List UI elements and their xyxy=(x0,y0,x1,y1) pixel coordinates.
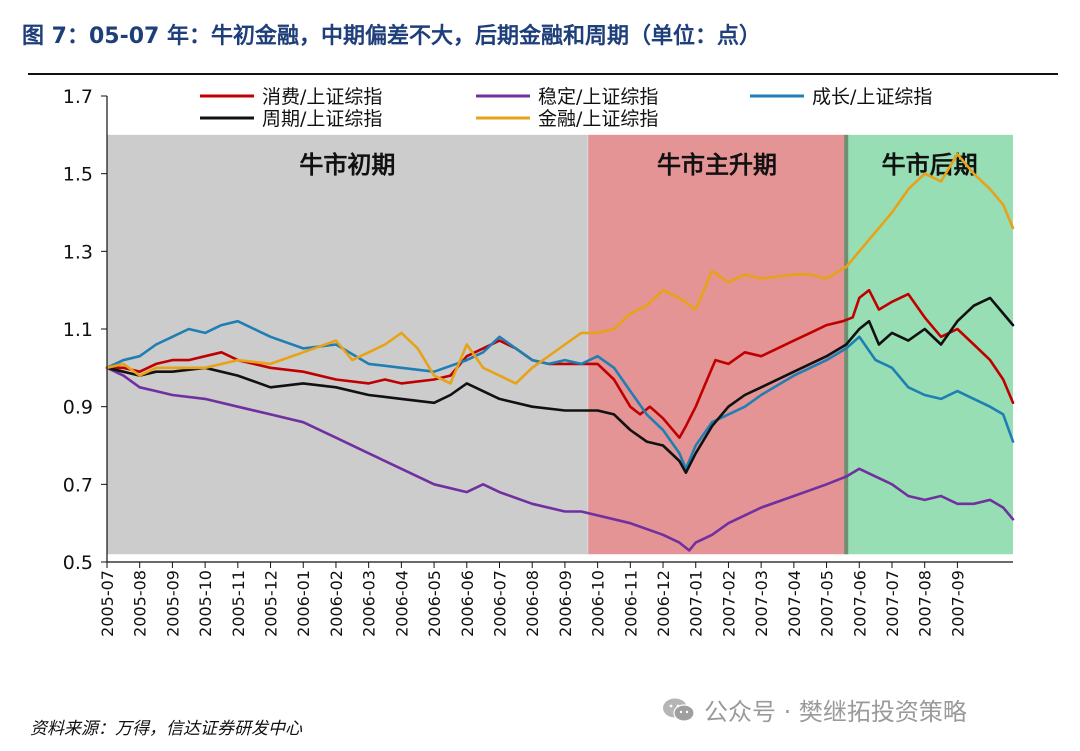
y-tick-label: 1.3 xyxy=(63,241,93,263)
watermark: 公众号 · 樊继拓投资策略 xyxy=(662,692,967,727)
series-line-4 xyxy=(105,152,1015,385)
legend-label-4: 金融/上证综指 xyxy=(538,108,658,130)
x-tick-label: 2006-05 xyxy=(425,570,444,637)
x-tick-label: 2006-11 xyxy=(621,570,640,637)
x-tick-label: 2006-04 xyxy=(392,570,411,637)
phase-label-1: 牛市主升期 xyxy=(657,151,777,179)
x-tick-label: 2005-10 xyxy=(196,570,215,637)
y-tick-label: 0.5 xyxy=(63,552,93,574)
x-tick-label: 2006-01 xyxy=(294,570,313,637)
phase-backgrounds xyxy=(107,134,1013,555)
series-lines xyxy=(105,152,1015,552)
phase-label-2: 牛市后期 xyxy=(882,151,978,179)
series-line-0 xyxy=(105,288,1015,439)
x-tick-label: 2006-09 xyxy=(556,570,575,637)
x-tick-label: 2007-07 xyxy=(883,570,902,637)
legend-label-2: 成长/上证综指 xyxy=(812,86,932,108)
title-rule xyxy=(28,73,1058,75)
legend-label-3: 周期/上证综指 xyxy=(262,108,382,130)
y-tick-label: 0.7 xyxy=(63,474,93,496)
y-tick-label: 1.1 xyxy=(63,319,93,341)
phase-region-2 xyxy=(846,134,1013,555)
x-tick-label: 2007-03 xyxy=(752,570,771,637)
y-tick-label: 0.9 xyxy=(63,397,93,419)
x-tick-label: 2007-02 xyxy=(719,570,738,637)
legend-label-0: 消费/上证综指 xyxy=(262,86,382,108)
x-tick-label: 2006-12 xyxy=(654,570,673,637)
x-tick-label: 2007-08 xyxy=(916,570,935,637)
x-tick-label: 2007-04 xyxy=(785,570,804,637)
x-tick-label: 2005-11 xyxy=(229,570,248,637)
watermark-text: 公众号 · 樊继拓投资策略 xyxy=(704,698,967,726)
phase-region-1 xyxy=(587,134,847,555)
legend-label-1: 稳定/上证综指 xyxy=(538,86,658,108)
phase-region-0 xyxy=(107,134,588,555)
x-tick-label: 2006-06 xyxy=(458,570,477,637)
wechat-icon xyxy=(663,698,695,722)
y-tick-label: 1.7 xyxy=(63,86,93,108)
x-tick-label: 2007-09 xyxy=(948,570,967,637)
x-tick-label: 2006-07 xyxy=(490,570,509,637)
x-tick-label: 2005-12 xyxy=(262,570,281,637)
x-tick-label: 2007-06 xyxy=(850,570,869,637)
x-tick-label: 2006-03 xyxy=(360,570,379,637)
x-tick-label: 2006-08 xyxy=(523,570,542,637)
x-tick-label: 2007-01 xyxy=(687,570,706,637)
x-tick-label: 2007-05 xyxy=(818,570,837,637)
line-chart: 牛市初期 牛市主升期 牛市后期 1.7 1.5 1.3 1.1 0.9 0.7 0.5 2005-… xyxy=(63,86,1015,637)
x-tick-label: 2006-10 xyxy=(589,570,608,637)
figure-title: 图 7：05-07 年：牛初金融，中期偏差不大，后期金融和周期（单位：点） xyxy=(22,24,761,49)
phase-label-0: 牛市初期 xyxy=(299,151,395,179)
series-line-3 xyxy=(105,296,1015,474)
x-tick-label: 2006-02 xyxy=(327,570,346,637)
x-tick-label: 2005-07 xyxy=(98,570,117,637)
x-tick-label: 2005-09 xyxy=(163,570,182,637)
phase-labels: 牛市初期 牛市主升期 牛市后期 xyxy=(299,151,977,179)
source-note: 资料来源：万得，信达证券研发中心 xyxy=(30,719,302,739)
axes: 1.7 1.5 1.3 1.1 0.9 0.7 0.5 2005-07 2005-08 2005-… xyxy=(63,86,1013,637)
series-line-1 xyxy=(105,366,1015,552)
x-tick-label: 2005-08 xyxy=(131,570,150,637)
series-line-2 xyxy=(105,319,1015,471)
y-tick-label: 1.5 xyxy=(63,164,93,186)
